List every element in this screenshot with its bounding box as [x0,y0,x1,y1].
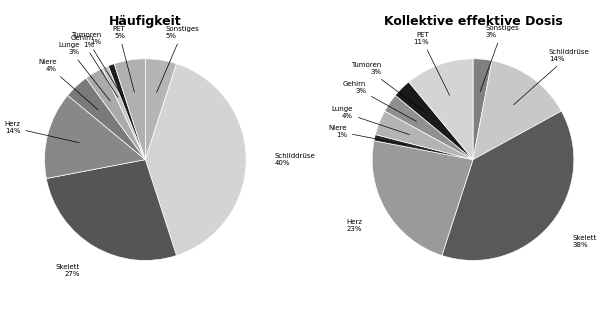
Text: Herz
23%: Herz 23% [346,219,362,232]
Wedge shape [395,82,473,160]
Wedge shape [442,111,574,260]
Text: Skelett
27%: Skelett 27% [56,264,80,277]
Text: Lunge
3%: Lunge 3% [58,42,110,101]
Text: Tumoren
1%: Tumoren 1% [71,32,122,95]
Wedge shape [108,64,145,160]
Text: Sonstiges
3%: Sonstiges 3% [480,25,519,92]
Wedge shape [145,59,177,160]
Text: Gehirn
1%: Gehirn 1% [71,35,118,97]
Wedge shape [86,68,145,160]
Text: Lunge
4%: Lunge 4% [332,106,410,135]
Wedge shape [409,59,473,160]
Text: Schilddrüse
40%: Schilddrüse 40% [275,153,315,166]
Text: PET
5%: PET 5% [113,26,134,92]
Text: Sonstiges
5%: Sonstiges 5% [157,26,199,92]
Wedge shape [145,64,246,256]
Wedge shape [102,66,145,160]
Wedge shape [473,61,561,160]
Text: Skelett
38%: Skelett 38% [572,235,597,248]
Wedge shape [385,95,473,160]
Text: Tumoren
3%: Tumoren 3% [352,62,425,112]
Wedge shape [68,78,145,160]
Wedge shape [114,59,145,160]
Text: Niere
4%: Niere 4% [39,59,99,110]
Title: Häufigkeit: Häufigkeit [109,15,182,28]
Text: Schilddrüse
14%: Schilddrüse 14% [514,49,590,105]
Title: Kollektive effektive Dosis: Kollektive effektive Dosis [384,15,563,28]
Wedge shape [375,111,473,160]
Text: PET
11%: PET 11% [414,32,450,95]
Wedge shape [45,95,145,179]
Text: Niere
1%: Niere 1% [329,125,407,145]
Wedge shape [372,141,473,256]
Wedge shape [374,135,473,160]
Text: Gehirn
3%: Gehirn 3% [343,81,416,121]
Text: Herz
14%: Herz 14% [4,121,79,143]
Wedge shape [47,160,177,260]
Wedge shape [473,59,492,160]
